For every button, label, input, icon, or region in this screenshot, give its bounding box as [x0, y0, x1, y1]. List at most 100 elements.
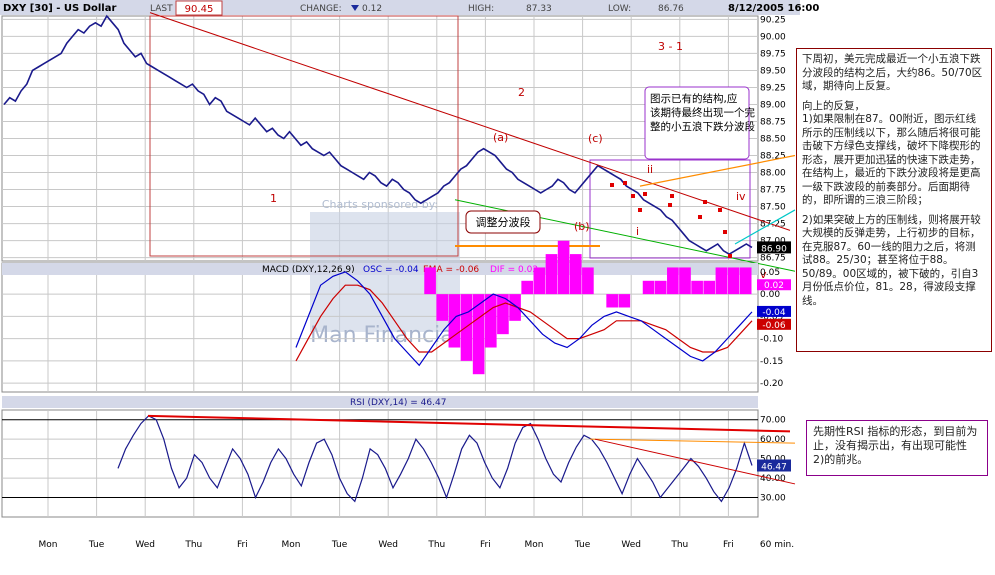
wave-marker-dot — [643, 192, 647, 196]
macd-ema-line — [295, 284, 753, 362]
x-tick-label: Wed — [378, 540, 398, 550]
wave-label: 2 — [518, 86, 525, 99]
wave-marker-dot — [703, 200, 707, 204]
macd-legend-item: OSC = -0.04 — [363, 265, 419, 275]
macd-value-box — [757, 279, 791, 291]
support-trend-line — [454, 199, 796, 272]
macd-histogram-bar — [424, 267, 436, 295]
macd-legend-item: DIF = 0.02 — [490, 265, 538, 275]
x-tick-label: Tue — [331, 540, 348, 550]
macd-histogram-bar — [497, 294, 509, 335]
x-tick-label: Fri — [723, 540, 734, 550]
watermark-sponsor-text: Charts sponsored by: — [322, 198, 438, 211]
text-note-main: 下周初，美元完成最近一个小五浪下跌分波段的结构之后，大约86。50/70区域，期… — [796, 48, 992, 352]
structure-note-text: 图示已有的结构,应 — [650, 92, 738, 105]
note-paragraph-3: 1)如果限制在87。00附近，图示红线所示的压制线以下，那么随后将很可能击破下方… — [802, 113, 981, 206]
macd-histogram-bar — [436, 294, 449, 321]
header-last-label: LAST — [150, 4, 173, 14]
structure-note-text: 该期待最终出现一个完 — [650, 106, 755, 119]
wave-label: (c) — [588, 132, 603, 145]
change-down-arrow-icon — [351, 5, 359, 11]
last-price-box — [757, 241, 791, 254]
x-tick-label: Mon — [39, 540, 58, 550]
macd-histogram-bar — [739, 267, 752, 295]
wave-marker-dot — [718, 208, 722, 212]
price-series-line — [3, 14, 753, 256]
rsi-y-tick-label: 70.00 — [760, 416, 786, 426]
price-y-tick-label: 89.75 — [760, 49, 786, 59]
price-y-tick-label: 90.25 — [760, 15, 786, 25]
orange-pointer-line — [639, 154, 796, 187]
x-tick-label: Mon — [282, 540, 301, 550]
header-last-value: 90.45 — [185, 4, 214, 15]
rsi-value-label: 46.47 — [761, 463, 787, 473]
wave-box-left — [149, 15, 459, 257]
x-tick-label: Tue — [574, 540, 591, 550]
macd-value-label: -0.04 — [762, 308, 786, 318]
wave-label: i — [636, 225, 639, 238]
macd-histogram-bar — [618, 294, 631, 308]
x-tick-label: Mon — [525, 540, 544, 550]
wave-label: 3 - 1 — [658, 40, 683, 53]
rsi-down-trend-line — [594, 438, 796, 485]
macd-histogram-bar — [472, 294, 485, 375]
wave-label: 1 — [270, 192, 277, 205]
wave-label: ii — [647, 163, 653, 176]
macd-value-box — [757, 305, 791, 317]
wave-label: (a) — [493, 131, 508, 144]
price-y-tick-label: 90.00 — [760, 32, 786, 42]
x-tick-label: Thu — [184, 540, 202, 550]
macd-histogram-bar — [545, 254, 558, 295]
rsi-resistance-line — [147, 414, 791, 433]
macd-y-tick-label: 0.00 — [760, 290, 780, 300]
rsi-note-text: 先期性RSI 指标的形态，到目前为止，没有揭示出，有出现可能性 2)的前兆。 — [813, 425, 978, 466]
rsi-y-tick-label: 30.00 — [760, 494, 786, 504]
macd-histogram-bar — [727, 267, 740, 295]
macd-value-label: 0.02 — [764, 281, 784, 291]
header-high-value: 87.33 — [526, 4, 552, 14]
macd-histogram-bar — [509, 294, 521, 321]
price-y-tick-label: 87.75 — [760, 186, 786, 196]
last-price-label: 86.90 — [761, 244, 787, 254]
x-tick-label: Fri — [480, 540, 491, 550]
adjust-wave-box — [465, 210, 541, 234]
macd-histogram-bar — [679, 267, 691, 295]
macd-histogram-bar — [521, 280, 534, 295]
price-y-tick-label: 88.75 — [760, 117, 786, 127]
macd-y-tick-label: -0.10 — [760, 335, 784, 345]
wave-marker-dot — [728, 254, 732, 258]
macd-histogram-bar — [448, 294, 461, 348]
wave-marker-dot — [610, 183, 614, 187]
macd-histogram-bar — [654, 280, 667, 295]
wave-marker-dot — [638, 208, 642, 212]
header-symbol: DXY [30] - US Dollar — [3, 3, 116, 14]
adjust-wave-label: 调整分波段 — [476, 215, 531, 229]
macd-histogram-bar — [484, 294, 497, 348]
price-y-tick-label: 87.50 — [760, 203, 786, 213]
macd-histogram-bar — [642, 280, 655, 295]
wave-marker-dot — [631, 194, 635, 198]
x-tick-label: Wed — [135, 540, 155, 550]
x-tick-label: Wed — [621, 540, 641, 550]
note-paragraph-1: 下周初，美元完成最近一个小五浪下跌分波段的结构之后，大约86。50/70区域，期… — [802, 53, 983, 92]
text-note-rsi: 先期性RSI 指标的形态，到目前为止，没有揭示出，有出现可能性 2)的前兆。 — [806, 420, 988, 476]
macd-histogram-bar — [533, 267, 546, 295]
price-y-tick-label: 86.75 — [760, 254, 786, 264]
header-low-label: LOW: — [608, 4, 631, 14]
macd-value-label: -0.06 — [762, 321, 786, 331]
header-datetime: 8/12/2005 16:00 — [728, 3, 819, 14]
price-y-tick-label: 89.50 — [760, 66, 786, 76]
x-tick-label: Fri — [237, 540, 248, 550]
rsi-value-box — [757, 459, 791, 472]
macd-histogram-bar — [557, 240, 570, 295]
structure-note-box — [644, 86, 750, 160]
cyan-pointer-line — [734, 209, 796, 245]
header-high-label: HIGH: — [468, 4, 494, 14]
macd-histogram-bar — [667, 267, 679, 295]
price-y-tick-label: 88.25 — [760, 152, 786, 162]
rsi-title-bar — [2, 396, 758, 408]
note-paragraph-2: 向上的反复， — [802, 99, 865, 112]
rsi-y-tick-label: 60.00 — [760, 435, 786, 445]
wave-label: (b) — [574, 220, 590, 233]
